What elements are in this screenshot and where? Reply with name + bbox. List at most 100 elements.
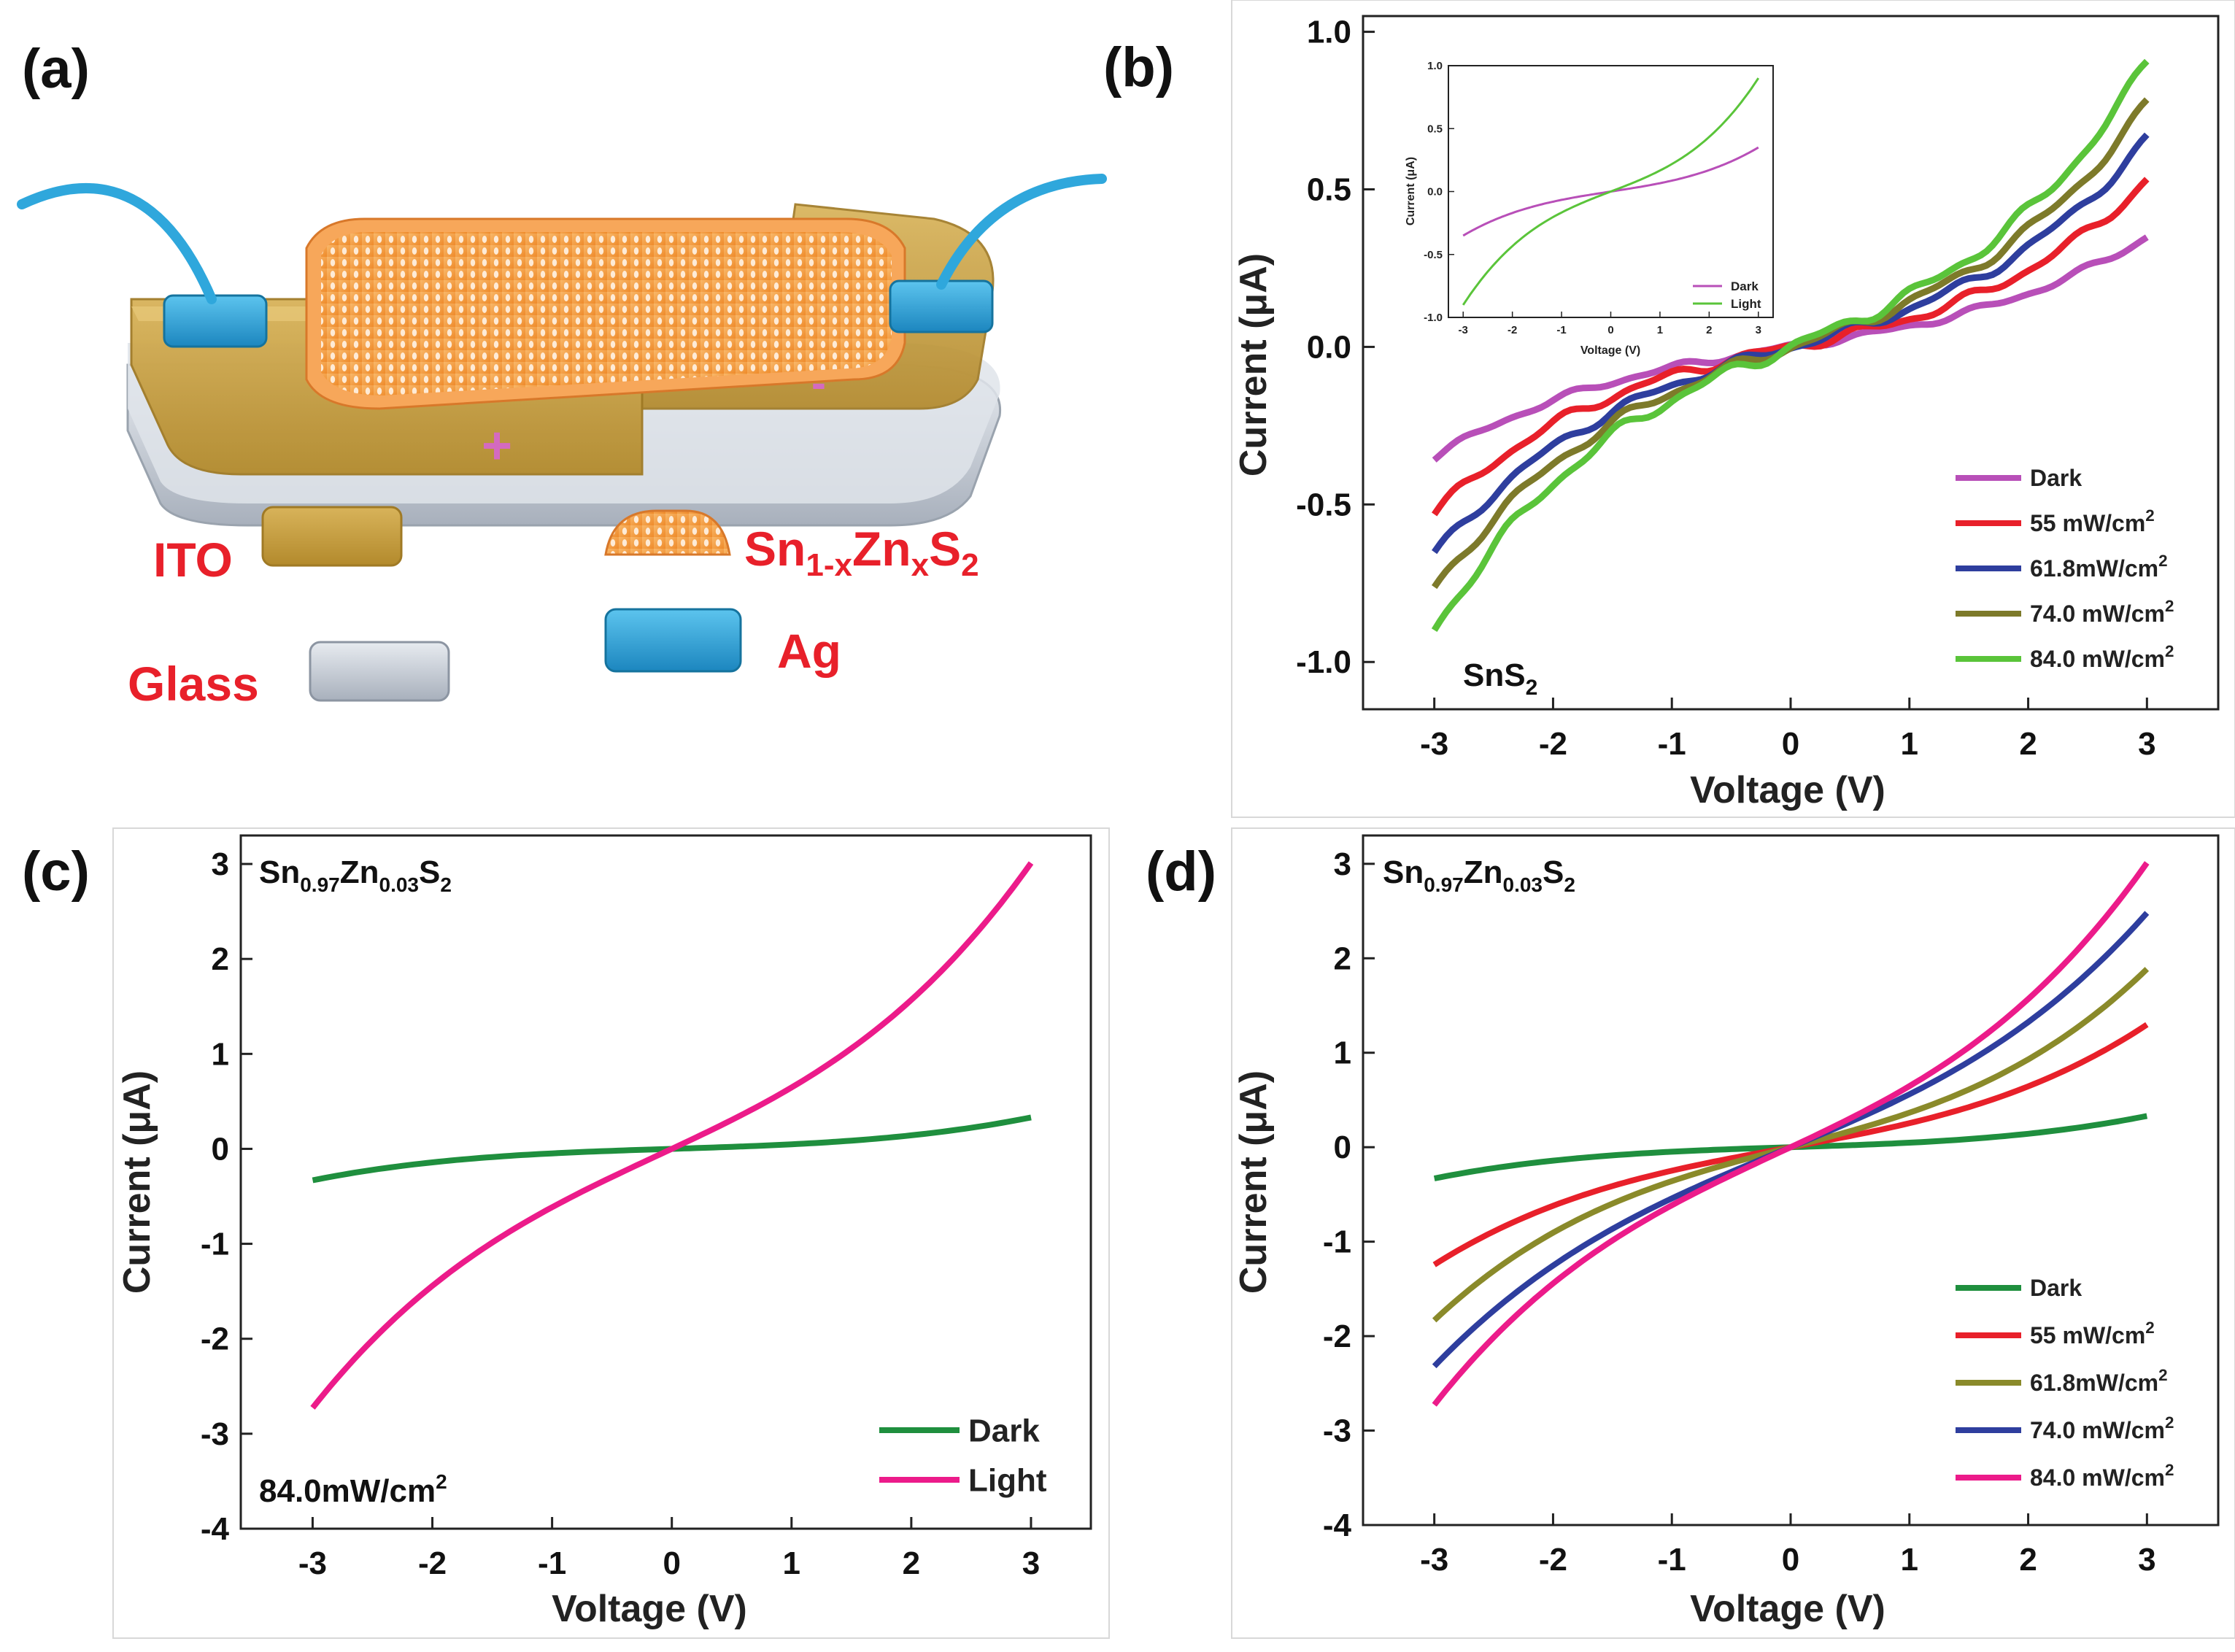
panel-c-label: (c) <box>22 841 90 903</box>
y-tick-label: -2 <box>201 1321 229 1357</box>
legend-entry: Dark <box>1731 279 1759 293</box>
y-tick-label: -1 <box>201 1227 229 1262</box>
ito-swatch <box>261 506 403 567</box>
legend-entry: 84.0 mW/cm2 <box>2030 642 2174 672</box>
x-tick-label: 2 <box>903 1545 920 1581</box>
y-tick-label: 0.5 <box>1427 123 1443 135</box>
x-tick-label: 3 <box>2138 1542 2155 1578</box>
panel-b-legend: Dark 55 mW/cm2 61.8mW/cm2 74.0 mW/cm2 84.0 m… <box>1956 465 2174 672</box>
y-tick-label: -1.0 <box>1296 644 1351 680</box>
panel-b-y-axis-title: Current (μA) <box>1232 253 1275 476</box>
series-line-84-0-mw-cm2 <box>1432 861 2150 1407</box>
legend-ag: Ag <box>604 608 841 678</box>
x-tick-label: 0 <box>1782 726 1799 762</box>
legend-entry: 55 mW/cm2 <box>2030 1319 2155 1348</box>
legend-entry: Dark <box>2030 1275 2082 1301</box>
ito-label: ITO <box>153 533 233 587</box>
x-tick-label: 1 <box>1657 324 1663 336</box>
legend-ito: ITO <box>153 506 403 587</box>
x-tick-label: 0 <box>1607 324 1613 336</box>
y-tick-label: 3 <box>1334 846 1351 882</box>
panel-c-intensity-label: 84.0mW/cm2 <box>259 1470 447 1509</box>
legend-entry: Light <box>1731 297 1761 311</box>
x-tick-label: -2 <box>418 1545 447 1581</box>
x-tick-label: -3 <box>298 1545 327 1581</box>
legend-glass: Glass <box>128 641 450 711</box>
y-tick-label: 3 <box>212 846 229 882</box>
y-tick-label: -0.5 <box>1296 487 1351 522</box>
x-tick-label: 3 <box>2138 726 2155 762</box>
y-tick-label: 2 <box>1334 941 1351 976</box>
y-tick-label: -3 <box>201 1416 229 1452</box>
panel-c-legend: Dark Light <box>879 1413 1047 1498</box>
y-tick-label: 1 <box>212 1036 229 1072</box>
y-tick-label: -0.5 <box>1424 249 1443 261</box>
x-tick-label: -2 <box>1508 324 1517 336</box>
device-active-film <box>305 217 906 410</box>
x-tick-label: -1 <box>1556 324 1566 336</box>
x-tick-label: 1 <box>1901 1542 1918 1578</box>
panel-c-x-axis-title: Voltage (V) <box>552 1588 747 1630</box>
legend-film: Sn1-xZnxS2 <box>604 509 979 583</box>
panel-d-sample-label: Sn0.97Zn0.03S2 <box>1383 854 1575 896</box>
x-tick-label: -3 <box>1420 726 1448 762</box>
legend-entry: Light <box>968 1462 1047 1498</box>
wire-right <box>936 174 1107 290</box>
panel-b-frame <box>1231 0 2235 818</box>
x-tick-label: 3 <box>1022 1545 1040 1581</box>
panel-d-frame <box>1231 827 2235 1639</box>
legend-entry: 74.0 mW/cm2 <box>2030 597 2174 627</box>
inset-y-axis-title: Current (μA) <box>1405 157 1417 225</box>
panel-c-sample-label: Sn0.97Zn0.03S2 <box>259 854 452 896</box>
film-label: Sn1-xZnxS2 <box>744 522 979 583</box>
device-ag-contact-left <box>163 294 268 348</box>
panel-c-frame <box>112 827 1110 1639</box>
glass-label: Glass <box>128 657 259 711</box>
panel-b: (b) -3 -2 -1 0 1 2 3 -1.0 -0.5 0.0 0.5 1.0 Voltage … <box>1103 0 2235 818</box>
panel-d: (d) -3 -2 -1 0 1 2 3 -4 -3 -2 -1 0 1 2 3 Voltage (V) C… <box>1146 827 2235 1639</box>
series-line-84-0-mw-cm2 <box>1431 58 2150 632</box>
panel-c: (c) -3 -2 -1 0 1 2 3 -4 -3 -2 -1 0 1 2 3 Voltage (V) C… <box>22 827 1110 1639</box>
polarity-plus: + <box>482 417 512 475</box>
x-tick-label: -1 <box>538 1545 566 1581</box>
x-tick-label: -2 <box>1539 726 1567 762</box>
x-tick-label: 2 <box>2019 1542 2037 1578</box>
panel-d-y-axis-title: Current (μA) <box>1232 1070 1275 1294</box>
x-tick-label: -1 <box>1658 726 1686 762</box>
x-tick-label: -3 <box>1459 324 1468 336</box>
panel-a: (a) + - ITO <box>17 38 1107 711</box>
x-tick-label: -3 <box>1420 1542 1448 1578</box>
polarity-minus: - <box>811 358 826 407</box>
series-line-light <box>310 861 1034 1410</box>
panel-c-plot-area <box>239 834 1092 1530</box>
y-tick-label: 0 <box>1334 1130 1351 1165</box>
panel-d-label: (d) <box>1146 841 1216 903</box>
glass-swatch <box>309 641 450 702</box>
x-tick-label: 2 <box>1706 324 1712 336</box>
x-tick-label: -1 <box>1658 1542 1686 1578</box>
panel-d-x-axis-title: Voltage (V) <box>1690 1588 1885 1630</box>
y-tick-label: -2 <box>1323 1319 1351 1354</box>
legend-entry: 84.0 mW/cm2 <box>2030 1461 2174 1491</box>
legend-entry: 74.0 mW/cm2 <box>2030 1413 2174 1443</box>
x-tick-label: 1 <box>1901 726 1918 762</box>
x-tick-label: 3 <box>1756 324 1761 336</box>
ag-label: Ag <box>777 624 841 678</box>
y-tick-label: 1 <box>1334 1035 1351 1071</box>
legend-entry: Dark <box>2030 465 2082 491</box>
x-tick-label: -2 <box>1539 1542 1567 1578</box>
y-tick-label: 1.0 <box>1427 60 1443 72</box>
y-tick-label: 1.0 <box>1307 15 1351 50</box>
panel-a-label: (a) <box>22 38 90 100</box>
x-tick-label: 0 <box>1782 1542 1799 1578</box>
x-tick-label: 0 <box>663 1545 680 1581</box>
inset-x-axis-title: Voltage (V) <box>1580 344 1640 357</box>
y-tick-label: 0.5 <box>1307 172 1351 208</box>
y-tick-label: -1 <box>1323 1224 1351 1260</box>
panel-c-y-axis-title: Current (μA) <box>116 1070 158 1294</box>
y-tick-label: 0.0 <box>1307 329 1351 365</box>
legend-entry: 55 mW/cm2 <box>2030 506 2155 536</box>
ag-swatch <box>604 608 742 673</box>
legend-entry: Dark <box>968 1413 1040 1448</box>
